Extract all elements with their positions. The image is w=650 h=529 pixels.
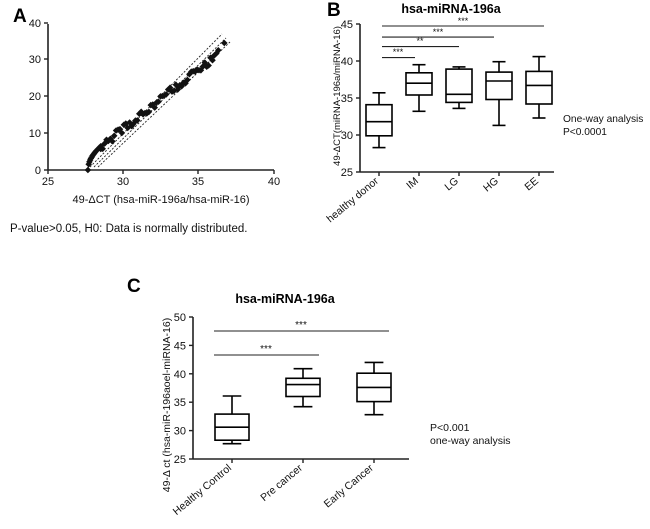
svg-text:49-Δ ct (hsa-miR-196aοel-miRNA: 49-Δ ct (hsa-miR-196aοel-miRNA-16): [161, 318, 173, 492]
svg-text:20: 20: [29, 91, 41, 103]
svg-text:40: 40: [29, 18, 41, 30]
svg-text:25: 25: [174, 454, 186, 466]
svg-text:***: ***: [458, 16, 469, 26]
svg-text:P<0.0001: P<0.0001: [563, 127, 607, 138]
svg-text:40: 40: [268, 176, 280, 188]
svg-text:One-way analysis: One-way analysis: [563, 114, 643, 125]
svg-text:10: 10: [29, 128, 41, 140]
svg-text:30: 30: [174, 426, 186, 438]
svg-text:A: A: [13, 6, 27, 27]
svg-text:30: 30: [29, 54, 41, 66]
svg-text:hsa-miRNA-196a: hsa-miRNA-196a: [235, 292, 335, 306]
svg-text:40: 40: [174, 369, 186, 381]
svg-text:one-way analysis: one-way analysis: [430, 435, 511, 447]
svg-text:***: ***: [295, 320, 307, 331]
svg-text:hsa-miRNA-196a: hsa-miRNA-196a: [401, 2, 501, 16]
svg-text:30: 30: [117, 176, 129, 188]
svg-text:C: C: [127, 276, 141, 297]
svg-text:35: 35: [192, 176, 204, 188]
svg-text:B: B: [327, 0, 341, 21]
svg-text:35: 35: [174, 397, 186, 409]
svg-text:***: ***: [393, 47, 404, 57]
svg-text:0: 0: [35, 165, 41, 177]
svg-text:25: 25: [341, 167, 353, 179]
svg-text:***: ***: [433, 27, 444, 37]
svg-text:P<0.001: P<0.001: [430, 422, 470, 434]
svg-text:49-ΔCT(miRNA-196a/miRNA-16): 49-ΔCT(miRNA-196a/miRNA-16): [332, 26, 343, 166]
svg-text:P-value>0.05, H0: Data is norm: P-value>0.05, H0: Data is normally distr…: [10, 223, 247, 235]
svg-text:**: **: [416, 36, 424, 46]
svg-text:45: 45: [174, 340, 186, 352]
svg-text:50: 50: [174, 312, 186, 324]
svg-text:25: 25: [42, 176, 54, 188]
svg-text:***: ***: [260, 344, 272, 355]
svg-text:49-ΔCT (hsa-miR-196a/hsa-miR-1: 49-ΔCT (hsa-miR-196a/hsa-miR-16): [72, 194, 249, 206]
